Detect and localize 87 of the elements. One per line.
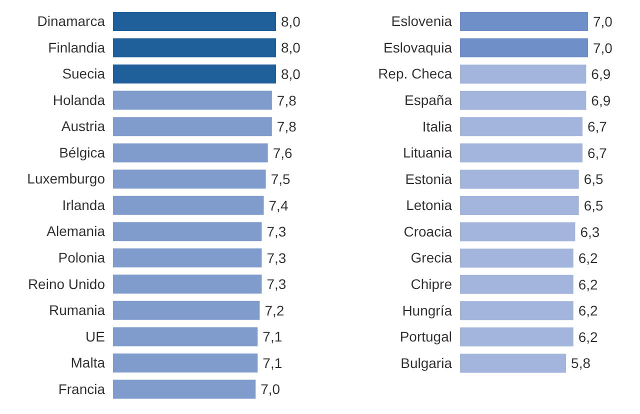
data-label: 8,0: [281, 40, 301, 56]
bar: [113, 12, 276, 31]
y-tick-label: Bulgaria: [400, 354, 452, 371]
data-label: 8,0: [281, 66, 301, 82]
y-tick-label: Finlandia: [48, 39, 106, 56]
data-label: 7,1: [262, 354, 282, 371]
bar: [113, 222, 262, 242]
bar: [460, 196, 579, 215]
bar: [113, 274, 262, 294]
data-label: 7,0: [593, 13, 613, 30]
data-label: 7,3: [266, 276, 286, 292]
y-tick-label: Rumania: [48, 302, 106, 318]
data-label: 7,2: [264, 302, 284, 318]
data-label: 6,2: [578, 250, 598, 266]
bar: [460, 327, 574, 346]
y-tick-label: Luxemburgo: [27, 170, 106, 187]
bar: [460, 64, 586, 84]
data-label: 6,5: [584, 171, 604, 188]
data-label: 6,2: [578, 276, 598, 292]
bar: [460, 90, 586, 110]
y-tick-label: Croacia: [404, 223, 452, 240]
bar: [460, 12, 588, 31]
bar: [460, 38, 588, 58]
y-tick-label: Eslovenia: [391, 13, 452, 30]
y-tick-label: Portugal: [400, 328, 452, 345]
y-tick-label: Alemania: [46, 223, 106, 240]
bar: [113, 380, 256, 399]
y-tick-label: Polonia: [58, 250, 106, 266]
data-label: 6,3: [580, 224, 600, 240]
bar: [460, 222, 576, 242]
y-tick-label: Eslovaquia: [384, 39, 452, 56]
y-tick-label: Chipre: [410, 276, 452, 292]
data-label: 7,8: [276, 92, 297, 108]
bar: [113, 64, 276, 84]
y-tick-label: Reino Unido: [28, 276, 106, 292]
data-label: 6,9: [591, 66, 611, 82]
y-tick-label: Italia: [422, 118, 452, 134]
data-label: 7,3: [266, 250, 286, 266]
bar: [113, 38, 276, 58]
data-label: 6,7: [588, 144, 608, 161]
y-tick-label: Grecia: [410, 250, 452, 266]
y-tick-label: España: [404, 92, 452, 108]
data-label: 7,3: [266, 224, 286, 240]
y-tick-label: Holanda: [52, 92, 106, 108]
data-label: 7,6: [272, 144, 293, 161]
bar: [113, 117, 272, 136]
y-tick-label: Hungría: [402, 302, 452, 318]
bar: [460, 274, 574, 294]
y-tick-label: Estonia: [405, 170, 452, 187]
bar: [113, 143, 268, 162]
bar: [460, 354, 566, 373]
y-tick-label: Rep. Checa: [378, 66, 452, 82]
y-tick-label: Austria: [61, 118, 106, 134]
bar: [460, 170, 579, 189]
y-tick-label: Lituania: [402, 144, 452, 161]
data-label: 6,2: [578, 328, 598, 345]
y-tick-label: Suecia: [62, 66, 106, 82]
y-tick-label: Letonia: [406, 197, 452, 214]
bar: [460, 117, 583, 136]
bar: [113, 327, 258, 346]
data-label: 7,4: [268, 197, 288, 214]
data-label: 6,5: [584, 197, 604, 214]
bar: [113, 196, 264, 215]
y-tick-label: Malta: [70, 354, 106, 371]
data-label: 7,0: [593, 40, 613, 56]
y-tick-label: Dinamarca: [37, 13, 106, 30]
data-label: 6,7: [588, 118, 608, 135]
bar: [113, 353, 258, 372]
bar: [460, 143, 583, 162]
y-tick-label: Francia: [58, 380, 106, 397]
y-tick-label: Irlanda: [62, 196, 106, 213]
data-label: 7,0: [260, 381, 280, 398]
data-label: 6,2: [578, 302, 598, 319]
data-label: 7,5: [270, 171, 290, 188]
data-label: 5,8: [571, 355, 591, 372]
bar: [113, 248, 262, 268]
bar: [113, 300, 260, 320]
y-tick-label: Bélgica: [59, 144, 106, 160]
data-label: 6,9: [591, 92, 611, 108]
data-label: 7,1: [262, 328, 282, 345]
bar: [113, 170, 266, 189]
data-label: 8,0: [281, 13, 301, 30]
data-label: 7,8: [276, 118, 297, 135]
bar: [460, 301, 574, 320]
y-tick-label: UE: [86, 328, 105, 344]
bar: [113, 90, 272, 110]
bar: [460, 248, 574, 268]
